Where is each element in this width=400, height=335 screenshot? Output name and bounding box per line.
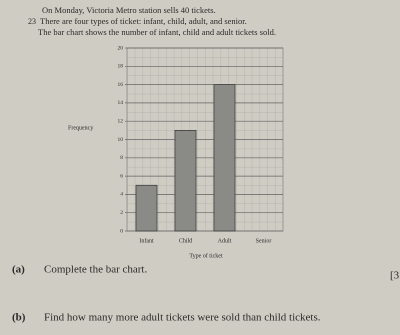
- bar: [174, 130, 197, 232]
- y-tick-label: 6: [120, 173, 123, 179]
- y-tick-label: 4: [120, 192, 123, 198]
- y-tick-label: 16: [118, 82, 124, 88]
- y-tick-label: 10: [118, 137, 124, 143]
- y-tick-label: 2: [120, 210, 123, 216]
- y-tick-label: 12: [118, 118, 124, 124]
- x-tick-label: Child: [179, 238, 192, 244]
- y-axis-label: Frequency: [68, 125, 93, 131]
- part-marks: [3: [390, 270, 400, 282]
- part-text: Find how many more adult tickets were so…: [44, 312, 321, 324]
- y-tick-label: 0: [120, 228, 123, 234]
- part-label: (b): [12, 312, 26, 324]
- part-label: (a): [12, 264, 25, 276]
- y-tick-label: 20: [118, 45, 124, 51]
- x-tick-label: Adult: [218, 238, 232, 244]
- bar: [135, 184, 158, 232]
- y-tick-label: 18: [118, 64, 124, 70]
- x-tick-label: Infant: [139, 237, 154, 244]
- intro-line: There are four types of ticket: infant, …: [40, 16, 247, 26]
- y-tick-label: 14: [118, 100, 124, 106]
- part-text: Complete the bar chart.: [44, 264, 147, 276]
- question-number: 23: [28, 17, 36, 26]
- y-tick-label: 8: [120, 155, 123, 161]
- bar: [213, 84, 236, 232]
- x-axis-label: Type of ticket: [189, 252, 223, 259]
- intro-line: The bar chart shows the number of infant…: [38, 27, 276, 37]
- x-tick-label: Senior: [256, 238, 272, 244]
- intro-line: On Monday, Victoria Metro station sells …: [42, 5, 216, 15]
